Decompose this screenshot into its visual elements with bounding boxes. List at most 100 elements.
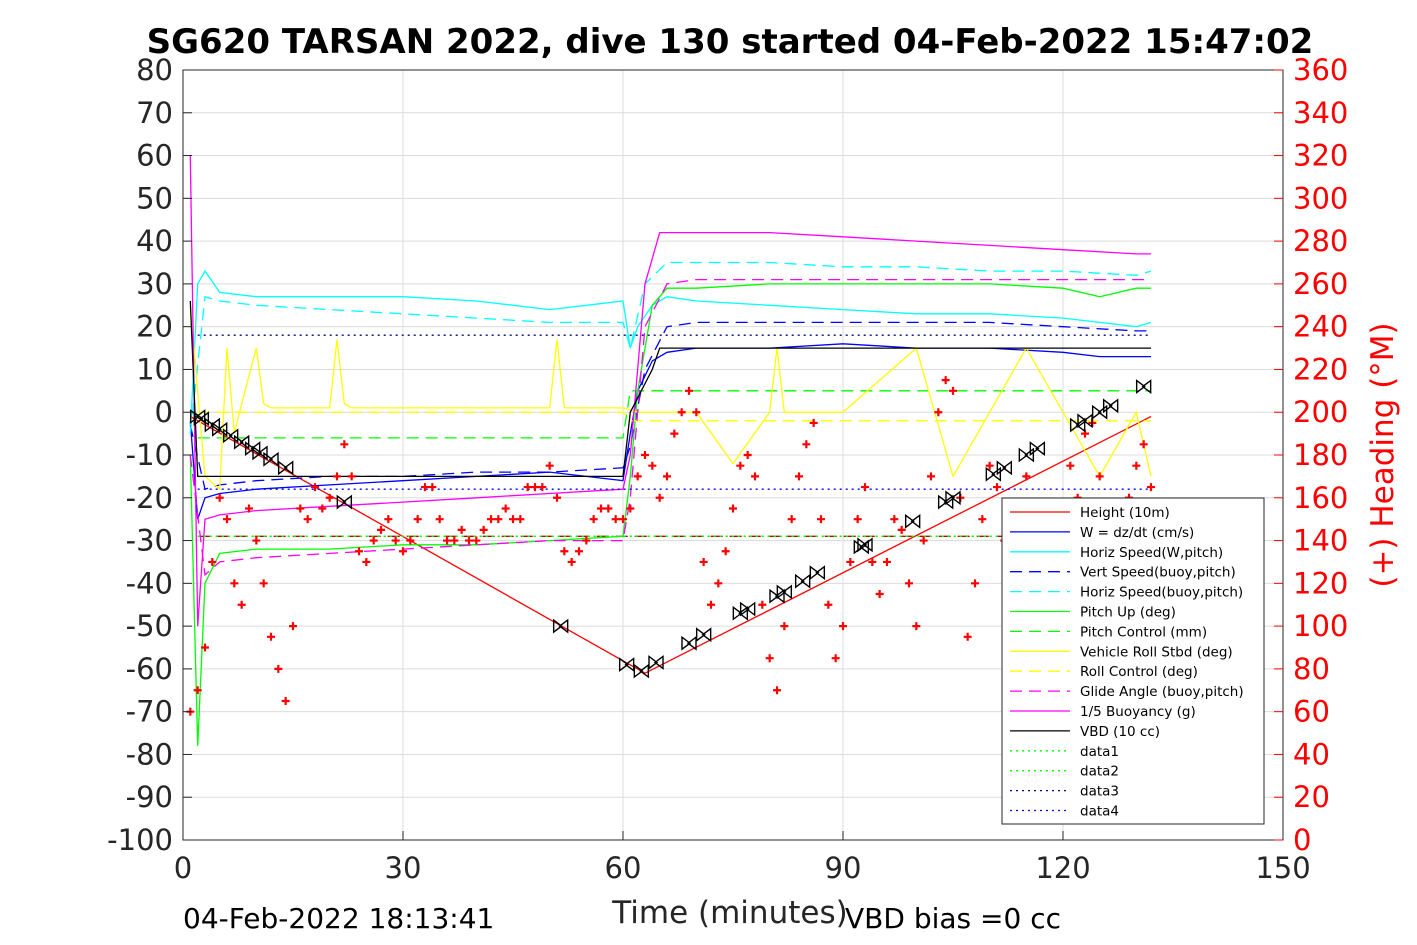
left-tick-label-8: 0: [155, 395, 173, 429]
heading-point-89: [839, 622, 847, 631]
depth-marker-22: [809, 565, 826, 581]
heading-point-63: [648, 461, 657, 470]
heading-point-65: [663, 472, 671, 481]
right-axis-label: (+) Heading (°M): [1365, 322, 1401, 587]
depth-marker-8: [263, 451, 279, 467]
heading-point-14: [289, 622, 297, 631]
left-axis-ticks: 80 70 60 50 40 30 20 10 0 -10 -20 -30 -40 -50 -60 -70 -8…: [107, 53, 192, 857]
left-tick-label-0: 80: [136, 53, 173, 87]
right-tick-label-6: 240: [1293, 310, 1348, 344]
series-line-0: [189, 415, 1152, 674]
heading-point-60: [626, 504, 635, 513]
vbd-bias-label: VBD bias =0 cc: [845, 902, 1061, 935]
heading-point-86: [817, 515, 825, 524]
heading-point-48: [538, 483, 547, 492]
heading-point-97: [897, 525, 906, 534]
heading-point-52: [567, 557, 576, 566]
legend-label-8: Roll Control (deg): [1080, 664, 1198, 680]
heading-point-93: [868, 557, 877, 566]
heading-point-56: [597, 504, 605, 513]
depth-marker-7: [252, 445, 268, 461]
heading-point-43: [501, 504, 510, 513]
depth-marker-14: [648, 655, 664, 670]
right-tick-label-5: 260: [1293, 267, 1348, 301]
heading-point-84: [802, 440, 811, 449]
heading-point-2: [201, 643, 209, 652]
heading-point-124: [1095, 472, 1104, 481]
series-line-10: [189, 155, 1151, 627]
heading-point-32: [421, 483, 429, 492]
legend-label-10: 1/5 Buoyancy (g): [1080, 704, 1196, 720]
heading-point-12: [274, 664, 283, 673]
heading-point-69: [692, 408, 701, 417]
right-tick-label-18: 0: [1293, 823, 1311, 857]
right-tick-label-14: 80: [1293, 652, 1330, 686]
left-tick-label-2: 60: [136, 139, 173, 173]
heading-point-76: [743, 451, 752, 459]
right-tick-label-13: 100: [1293, 609, 1348, 643]
bottom-tick-label-5: 150: [1255, 851, 1310, 885]
heading-point-44: [509, 515, 517, 524]
heading-point-90: [846, 557, 855, 566]
heading-point-47: [531, 483, 539, 492]
heading-point-129: [1132, 461, 1141, 470]
depth-marker-26: [937, 494, 954, 510]
series-line-2: [189, 269, 1152, 434]
heading-point-11: [267, 632, 275, 641]
left-tick-label-6: 20: [136, 310, 173, 344]
legend-label-12: data1: [1080, 744, 1119, 760]
depth-marker-34: [1091, 404, 1108, 420]
depth-marker-6: [244, 441, 261, 456]
series-line-11: [189, 300, 1151, 478]
heading-point-34: [435, 515, 444, 524]
legend-label-0: Height (10m): [1080, 505, 1170, 521]
depth-marker-20: [776, 584, 793, 600]
depth-marker-5: [233, 434, 250, 450]
right-tick-label-15: 60: [1293, 695, 1330, 729]
heading-point-131: [1147, 483, 1155, 492]
heading-point-114: [1022, 472, 1031, 481]
heading-point-17: [311, 483, 319, 492]
left-tick-label-4: 40: [136, 224, 173, 258]
right-tick-label-0: 360: [1293, 53, 1348, 87]
heading-point-64: [655, 493, 664, 502]
heading-point-68: [685, 386, 693, 395]
heading-point-106: [963, 632, 972, 641]
heading-point-8: [245, 504, 253, 513]
left-tick-label-17: -90: [126, 780, 173, 814]
depth-marker-4: [222, 428, 239, 444]
right-tick-label-16: 40: [1293, 737, 1330, 771]
heading-point-70: [699, 557, 708, 566]
depth-marker-30: [1018, 447, 1035, 463]
legend-items: Height (10m) W = dz/dt (cm/s) Horiz Speed(…: [1010, 505, 1244, 820]
legend-label-2: Horiz Speed(W,pitch): [1080, 545, 1223, 561]
heading-point-19: [325, 493, 334, 502]
heading-point-50: [553, 493, 561, 502]
left-tick-label-10: -20: [126, 481, 173, 515]
heading-point-21: [340, 440, 349, 449]
heading-point-80: [773, 686, 781, 695]
legend: Height (10m) W = dz/dt (cm/s) Horiz Speed(…: [1001, 497, 1265, 825]
heading-point-1: [193, 686, 202, 695]
heading-point-41: [487, 515, 495, 524]
legend-label-7: Vehicle Roll Stbd (deg): [1080, 644, 1233, 660]
heading-point-81: [780, 622, 789, 631]
heading-point-94: [875, 590, 884, 599]
heading-point-10: [259, 579, 268, 588]
heading-point-83: [795, 472, 803, 481]
heading-point-77: [751, 472, 759, 481]
right-tick-label-3: 300: [1293, 181, 1348, 215]
heading-point-37: [457, 525, 466, 534]
heading-point-58: [611, 515, 620, 524]
heading-point-99: [912, 622, 921, 631]
legend-label-6: Pitch Control (mm): [1080, 624, 1207, 640]
chart-title: SG620 TARSAN 2022, dive 130 started 04-F…: [147, 22, 1314, 62]
heading-point-30: [406, 536, 415, 545]
heading-point-15: [296, 504, 305, 513]
bottom-tick-label-1: 30: [385, 851, 422, 885]
left-tick-label-14: -60: [126, 652, 173, 686]
heading-point-26: [377, 525, 385, 534]
heading-point-54: [582, 536, 591, 545]
left-tick-label-16: -80: [126, 737, 173, 771]
legend-label-15: data4: [1080, 804, 1119, 820]
